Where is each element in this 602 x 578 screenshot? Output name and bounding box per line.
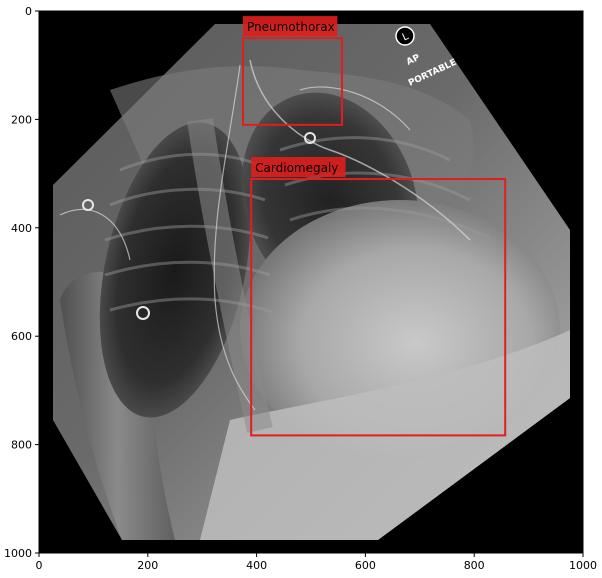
left-arm	[60, 271, 175, 540]
x-tick-label: 0	[36, 559, 43, 572]
side-marker-letter: L	[401, 31, 411, 44]
x-tick-label: 400	[246, 559, 267, 572]
annotations-layer: Pneumothorax Cardiomegaly	[242, 16, 507, 437]
axes-frame	[38, 10, 584, 554]
x-tick-label: 800	[464, 559, 485, 572]
y-tick-label: 600	[11, 330, 32, 343]
finding-label: Pneumothorax	[247, 20, 335, 34]
ecg-lead	[82, 199, 94, 211]
ecg-lead	[304, 132, 316, 144]
medical-lines	[59, 59, 471, 411]
chest-xray-image: L AP PORTABLE	[39, 11, 583, 553]
x-axis-ticks: 0 200 400 600 800 1000	[36, 553, 597, 572]
y-tick-label: 1000	[4, 547, 32, 560]
finding-box	[242, 37, 344, 126]
x-tick-label: 1000	[569, 559, 597, 572]
finding-label: Cardiomegaly	[255, 161, 338, 175]
y-tick-label: 0	[25, 5, 32, 18]
x-tick-label: 600	[355, 559, 376, 572]
ecg-lead	[136, 306, 150, 320]
y-tick-label: 400	[11, 222, 32, 235]
finding-box	[250, 178, 507, 437]
finding-label-background	[251, 157, 346, 178]
y-tick-label: 200	[11, 113, 32, 126]
y-axis-ticks: 0 200 400 600 800 1000	[4, 5, 39, 560]
x-tick-label: 200	[137, 559, 158, 572]
finding-label-background	[243, 16, 338, 37]
side-marker: L	[395, 26, 415, 46]
y-tick-label: 800	[11, 439, 32, 452]
